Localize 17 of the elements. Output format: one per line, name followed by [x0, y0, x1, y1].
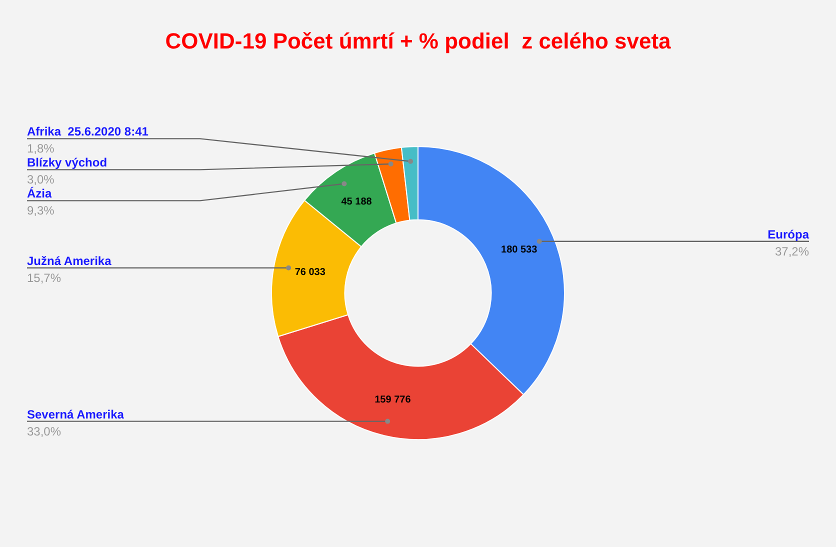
data-label: 33,0% — [27, 424, 62, 438]
slice-label: Ázia — [27, 186, 52, 201]
text: 180 533 — [501, 244, 538, 256]
text: 159 776 — [374, 394, 411, 406]
data-label: 15,7% — [27, 270, 62, 285]
data-label: 1,8% — [27, 142, 55, 156]
slice-label: Blízky východ — [27, 156, 108, 170]
text: 76 033 — [294, 266, 326, 278]
text: 45 188 — [341, 196, 372, 208]
chart-title: COVID-19 Počet úmrtí + % podiel z celého sveta — [165, 28, 672, 54]
slice-label: Európa — [768, 227, 810, 242]
data-label: 3,0% — [27, 172, 55, 187]
data-label: 9,3% — [27, 204, 55, 218]
slice-label: Afrika 25.6.2020 8:41 — [27, 124, 149, 139]
slice-label: Severná Amerika — [27, 407, 124, 422]
data-label: 37,2% — [774, 244, 810, 258]
slice-label: Južná Amerika — [27, 254, 112, 268]
